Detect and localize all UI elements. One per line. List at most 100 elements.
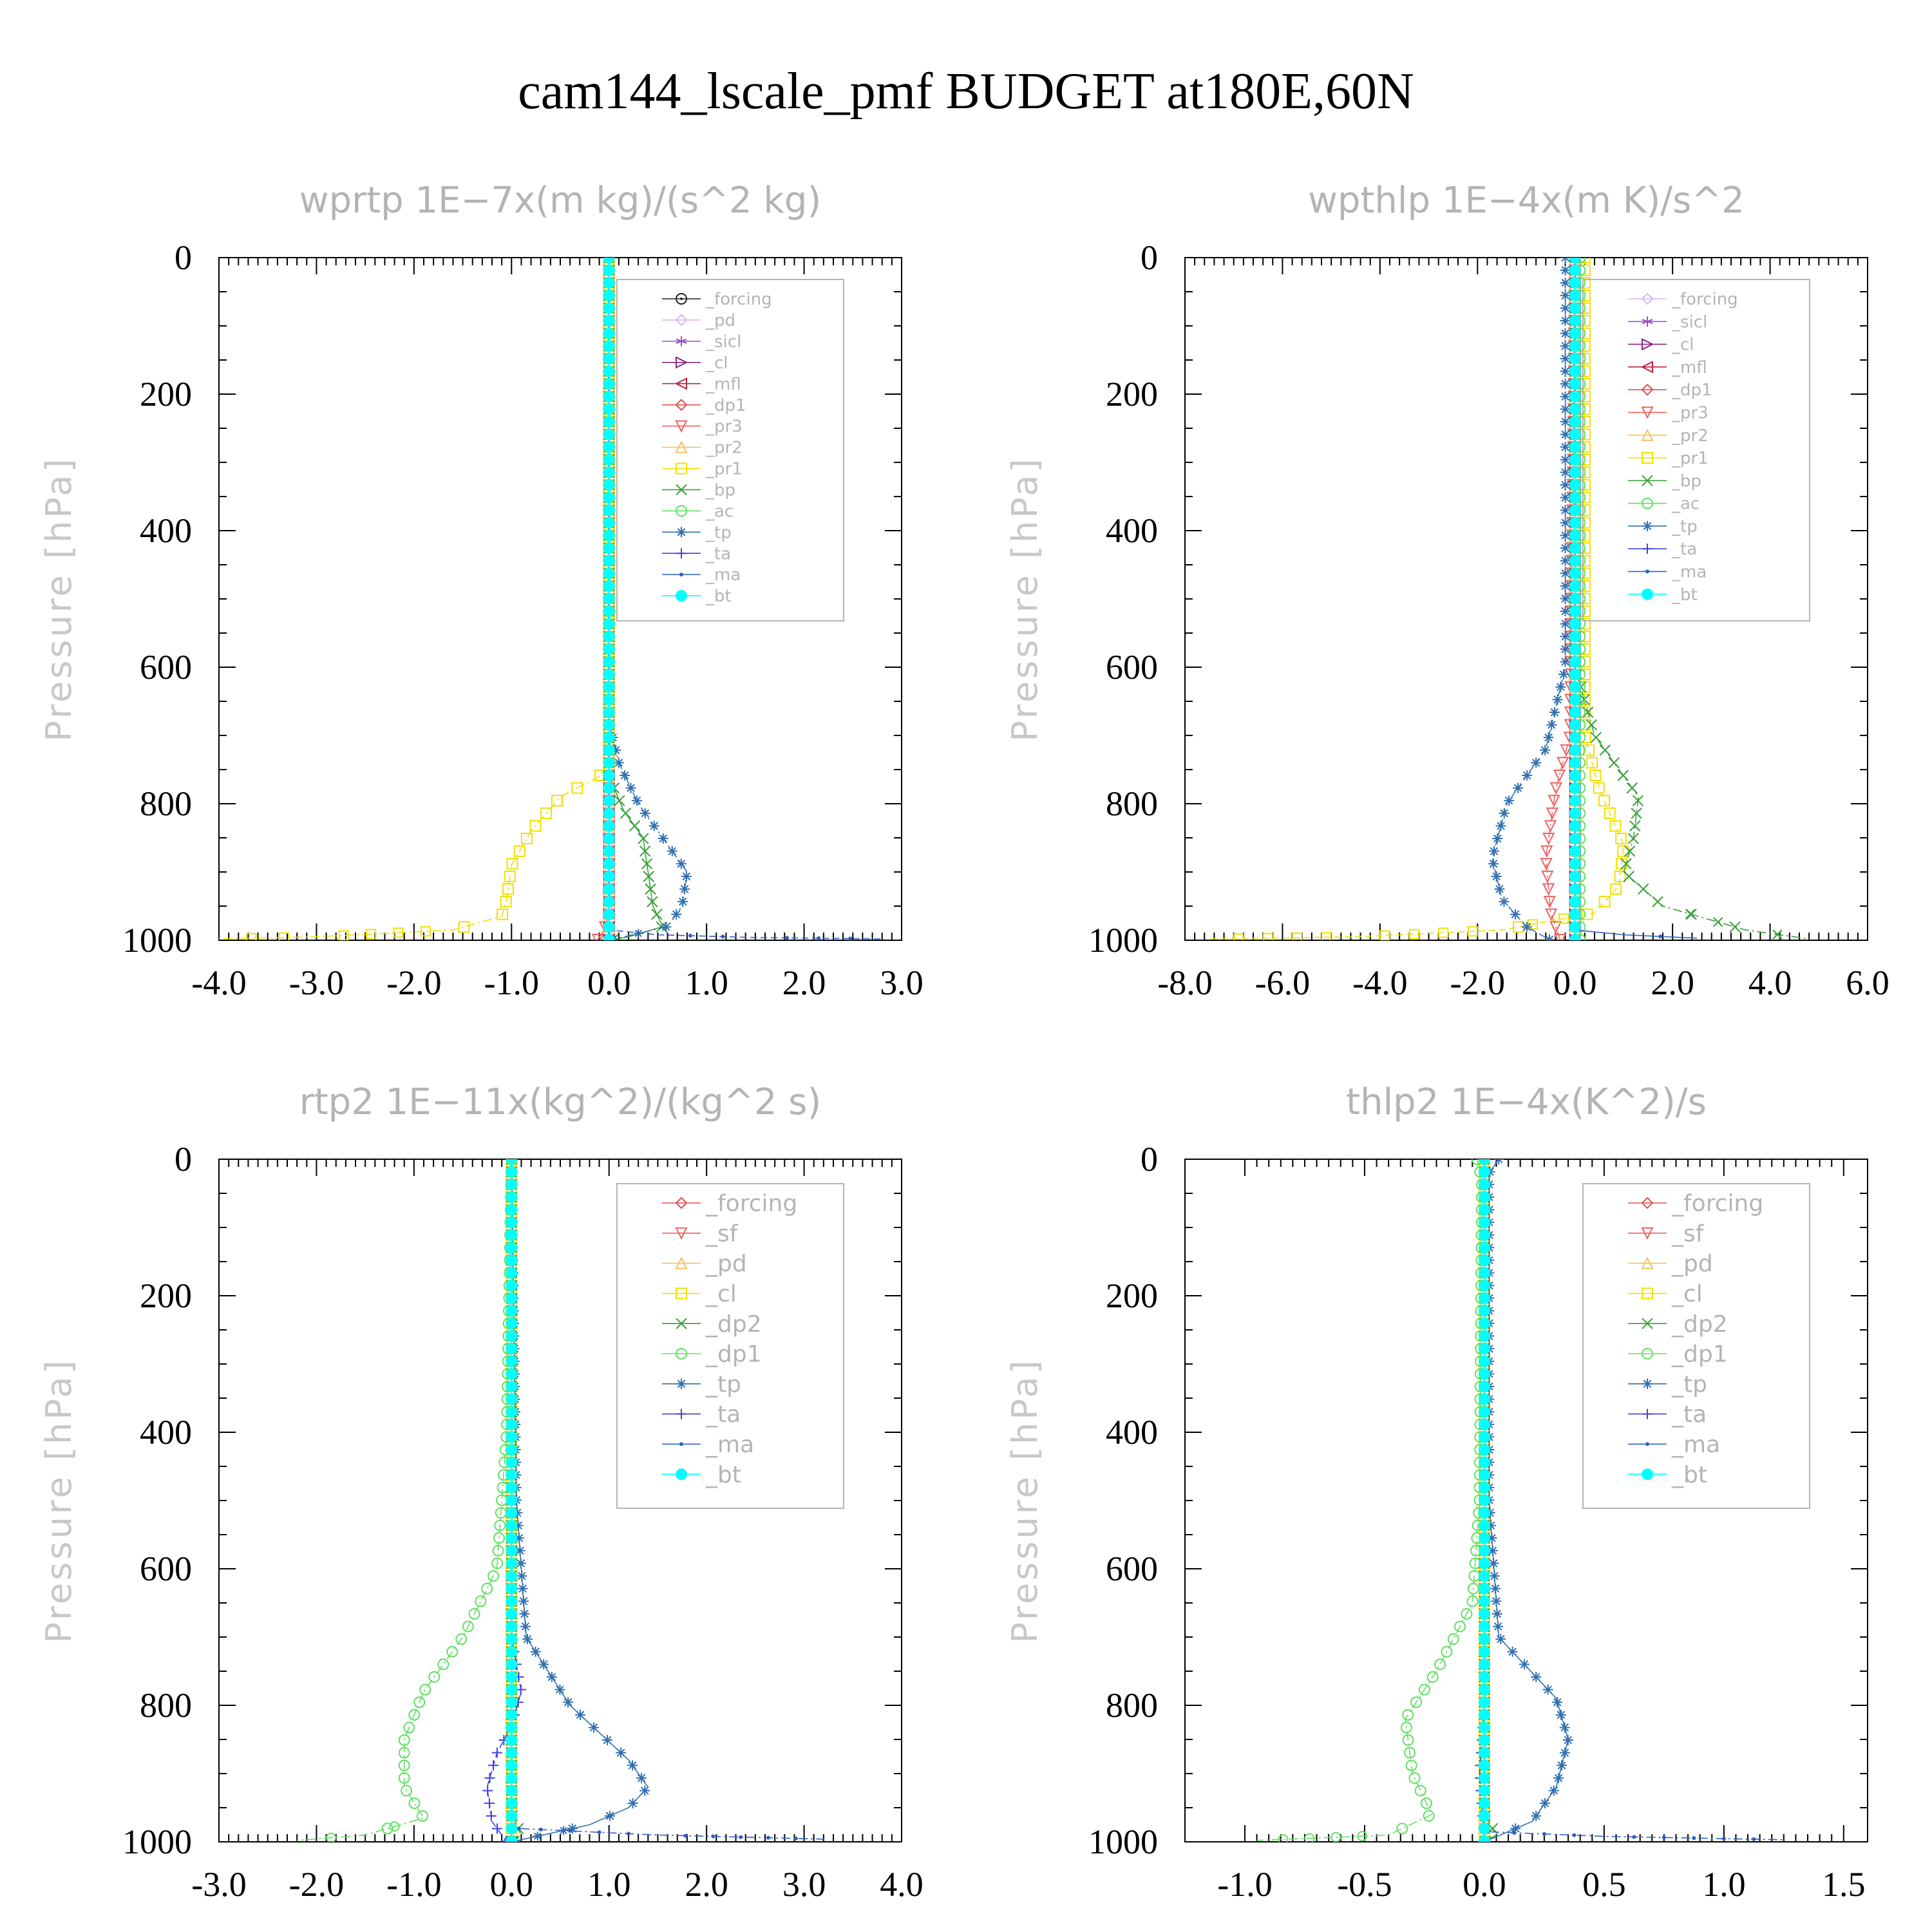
series-marker [468,1607,480,1620]
series-marker [627,1832,630,1836]
legend-item: _pr2 [662,439,743,458]
legend-label: _ma [705,565,741,585]
series-marker [515,1545,526,1556]
series-marker [408,1709,421,1721]
series-marker [1569,757,1581,769]
series-marker [616,1747,627,1758]
series-line [1484,1159,1497,1842]
series-marker [1478,1734,1490,1747]
legend-label: _ac [705,502,734,521]
series-marker [1569,820,1581,832]
series-marker [793,1836,798,1841]
series-marker [1531,1672,1542,1683]
legend-label: _ma [1671,563,1707,582]
series-dp1 [297,1159,518,1842]
series-marker [671,909,682,920]
series-marker [603,668,615,681]
series-marker [1569,478,1581,491]
series-marker [506,1368,518,1380]
series-marker [421,926,431,937]
legend-marker [676,590,687,602]
series-marker [408,1797,421,1810]
legend-item: _dp1 [662,396,746,415]
legend-label: _sf [705,1220,739,1247]
series-marker [506,1797,518,1810]
series-marker [1569,744,1581,756]
legend-item: _forcing [1628,290,1738,309]
series-marker [567,1823,578,1834]
series-marker [493,1532,505,1544]
series-marker [551,795,564,807]
series-marker [506,1620,518,1633]
legend-label: _mfl [1671,358,1707,377]
legend-marker [676,527,687,538]
series-marker [1549,782,1562,795]
y-tick-label: 1000 [1088,1823,1158,1861]
x-tick-label: 2.0 [782,963,826,1002]
series-marker [1544,820,1557,833]
series-marker [506,1217,518,1229]
series-marker [398,1734,410,1747]
series-marker [603,390,615,402]
series-marker [389,1821,400,1832]
series-marker [1569,277,1581,289]
series-marker [1560,467,1571,478]
x-tick-label: 0.0 [490,1865,534,1904]
series-marker [1519,1659,1530,1670]
series-marker [603,858,615,870]
series-marker [1540,744,1551,755]
series-marker [1490,1583,1501,1594]
series-marker [1713,917,1723,927]
series-marker [603,795,615,807]
series-marker [1569,302,1581,314]
chart-panel-3: rtp2 1E−11x(kg^2)/(kg^2 s) Pressure [hPa]… [39,1081,923,1904]
legend-label: _cl [705,354,728,373]
y-tick-label: 1000 [122,921,192,960]
legend-marker [679,573,683,577]
series-marker [1488,1558,1499,1569]
x-tick-label: -4.0 [191,963,246,1002]
series-marker [1262,933,1273,940]
series-marker [1559,1747,1570,1758]
legend-item: _ta [1628,1401,1707,1428]
series-marker [1560,555,1571,566]
series-marker [1423,1810,1435,1822]
series-marker [506,1444,518,1456]
legend-label: _pr3 [1671,404,1709,423]
legend-label: _bt [1671,585,1698,605]
series-marker [627,1798,638,1809]
series-marker [506,858,518,870]
series-marker [1569,390,1581,402]
series-marker [506,1330,518,1342]
chart-panel-1: wprtp 1E−7x(m kg)/(s^2 kg) Pressure [hPa]… [39,180,923,1002]
series-marker [1560,391,1571,402]
series-marker [506,1481,518,1493]
series-marker [1569,378,1581,390]
series-marker [603,732,615,744]
chart-panels: wprtp 1E−7x(m kg)/(s^2 kg) Pressure [hPa]… [39,180,1889,1904]
series-marker [1560,631,1571,642]
series-marker [506,1671,518,1683]
legend-box [616,1183,844,1509]
series-marker [1478,1671,1490,1683]
y-tick-label: 1000 [122,1823,192,1861]
legend-label: _tp [705,1371,741,1397]
series-marker [1632,795,1644,806]
series-marker [603,542,615,554]
y-tick-label: 400 [140,511,192,550]
series-marker [1569,883,1581,895]
series-marker [629,820,641,832]
series-marker [1569,656,1581,668]
series-marker [506,1785,518,1797]
series-marker [1466,1595,1479,1607]
series-marker [603,694,615,706]
series-marker [1569,567,1581,580]
series-marker [589,1722,600,1733]
series-marker [398,1759,410,1772]
chart-panel-2: wpthlp 1E−4x(m K)/s^2 Pressure [hPa] 0 200 4… [1005,180,1889,1002]
series-marker [1617,770,1629,781]
series-marker [1631,808,1642,819]
series-marker [711,1834,715,1839]
series-marker [1574,258,1586,263]
legend-label: _ac [1671,495,1700,514]
